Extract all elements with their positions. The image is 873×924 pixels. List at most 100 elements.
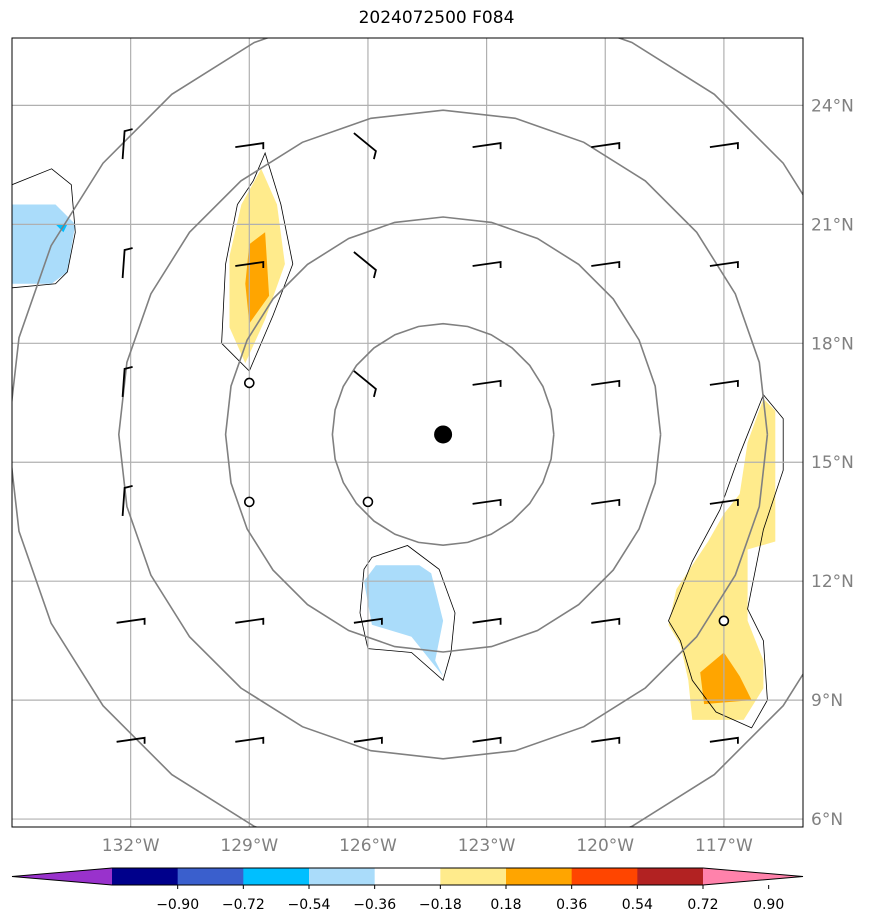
wind-barb-stroke <box>235 617 265 625</box>
lon-tick-label: 129°W <box>220 836 278 856</box>
colorbar-label: 0.54 <box>622 897 653 913</box>
wind-barb-stroke <box>121 366 133 397</box>
colorbar-label: −0.72 <box>222 897 265 913</box>
lat-tick-label: 12°N <box>811 572 854 592</box>
wind-barb <box>116 736 146 744</box>
contour-south <box>359 545 456 682</box>
wind-barb-stroke <box>353 251 377 279</box>
colorbar-segment <box>374 868 441 885</box>
wind-barb <box>591 379 621 387</box>
colorbar-segment <box>243 868 310 885</box>
lat-tick-label: 15°N <box>811 453 854 473</box>
wind-barb <box>472 736 502 744</box>
colorbar-segment <box>571 868 638 885</box>
lon-tick-label: 117°W <box>695 836 753 856</box>
colorbar-outline <box>11 867 804 886</box>
wind-barb <box>353 736 383 744</box>
wind-barb-stroke <box>591 617 621 625</box>
range-ring <box>224 216 662 653</box>
wind-barb <box>353 251 377 279</box>
wind-barb <box>591 617 621 625</box>
wind-barb-stroke <box>709 260 739 268</box>
wind-barb <box>591 260 621 268</box>
range-ring <box>331 322 555 547</box>
wind-barb <box>472 142 502 150</box>
axis-ticks: 132°W 129°W 126°W 123°W 120°W 117°W 6°N 9°N 12°N… <box>102 96 854 856</box>
wind-barb-stroke <box>235 260 265 268</box>
wind-barb-stroke <box>472 617 502 625</box>
lon-tick-label: 126°W <box>339 836 397 856</box>
wind-barb-stroke <box>591 260 621 268</box>
wind-barb-stroke <box>709 498 739 506</box>
wind-barb-stroke <box>353 736 383 744</box>
wind-barb <box>472 379 502 387</box>
wind-barb-stroke <box>116 736 146 744</box>
calm-circle <box>718 615 730 627</box>
range-ring <box>12 38 803 827</box>
colorbar-extend-high <box>703 868 803 885</box>
lat-tick-label: 6°N <box>811 810 843 830</box>
wind-barb-stroke <box>353 370 377 398</box>
range-ring <box>117 109 769 760</box>
map-plot-area <box>12 38 803 827</box>
wind-barb-stroke <box>591 498 621 506</box>
wind-barb <box>235 617 265 625</box>
wind-barb <box>709 736 739 744</box>
wind-barb-stroke <box>709 142 739 150</box>
map-frame <box>11 37 804 828</box>
wind-barb-stroke <box>235 736 265 744</box>
wind-barb-stroke <box>353 617 383 625</box>
wind-barb <box>709 379 739 387</box>
wind-barb-stroke <box>472 379 502 387</box>
colorbar-label: −0.18 <box>419 897 462 913</box>
contour-east <box>668 394 784 729</box>
colorbar-label: −0.36 <box>353 897 396 913</box>
map-title: 2024072500 F084 <box>358 8 515 28</box>
wind-barb-stroke <box>709 379 739 387</box>
calm-circle <box>244 496 255 508</box>
wind-barb-stroke <box>709 736 739 744</box>
colorbar-label: 0.36 <box>556 897 587 913</box>
wind-barb-stroke <box>353 132 377 160</box>
wind-barb-stroke <box>116 617 146 625</box>
colorbar: −0.90 −0.72 −0.54 −0.36 −0.18 0.18 0.36 0.54 0.7… <box>11 867 804 913</box>
wind-barb-stroke <box>472 498 502 506</box>
negative-field-south-fill <box>364 565 444 677</box>
storm-center-dot <box>434 425 453 444</box>
wind-barb-stroke <box>121 485 133 516</box>
colorbar-segment <box>112 868 179 885</box>
lat-tick-label: 9°N <box>811 691 843 711</box>
calm-circle <box>362 496 374 508</box>
contour-west <box>12 168 76 289</box>
calm-circle <box>244 377 255 389</box>
wind-barb <box>472 498 502 506</box>
colorbar-extend-low <box>12 868 112 885</box>
colorbar-segment <box>506 868 573 885</box>
wind-barb <box>353 370 377 398</box>
wind-barb <box>709 260 739 268</box>
wind-barb <box>353 132 377 160</box>
wind-barb <box>121 247 133 279</box>
positive-field-east-fill <box>668 398 776 720</box>
positive-field-east-core-fill <box>700 652 752 705</box>
wind-barb <box>116 617 146 625</box>
colorbar-segment <box>440 868 507 885</box>
wind-barb <box>353 617 383 625</box>
wind-barb <box>472 617 502 625</box>
wind-barb <box>235 260 265 268</box>
colorbar-segment <box>177 868 244 885</box>
negative-field-west-fill <box>12 204 76 284</box>
wind-barb <box>235 736 265 744</box>
wind-barb-stroke <box>121 128 133 160</box>
colorbar-label: −0.90 <box>156 897 199 913</box>
colorbar-segment <box>637 868 704 885</box>
lon-tick-label: 132°W <box>102 836 160 856</box>
lat-tick-label: 18°N <box>811 334 854 354</box>
colorbar-label: −0.54 <box>288 897 331 913</box>
wind-barb <box>591 142 621 150</box>
wind-barb <box>709 142 739 150</box>
wind-barb-stroke <box>235 142 265 150</box>
lat-tick-label: 24°N <box>811 96 854 116</box>
wind-barb <box>709 498 739 506</box>
